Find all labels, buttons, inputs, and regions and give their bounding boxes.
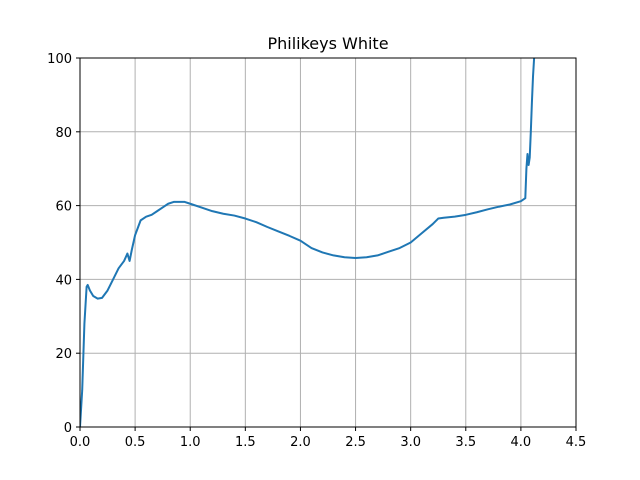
chart-title: Philikeys White xyxy=(267,34,388,53)
series-layer xyxy=(80,58,536,427)
tick-layer: 0.0 0.5 1.0 1.5 2.0 2.5 3.0 3.5 4.0 4.5 0 20 40 60 80 1… xyxy=(47,52,586,450)
y-tick-label: 60 xyxy=(55,200,72,215)
x-tick-label: 4.5 xyxy=(566,435,587,450)
plot-frame xyxy=(79,57,577,428)
y-tick-label: 0 xyxy=(64,421,72,436)
x-tick-label: 4.0 xyxy=(511,435,532,450)
x-tick-label: 3.0 xyxy=(400,435,421,450)
y-tick-label: 80 xyxy=(55,126,72,141)
x-tick-label: 1.5 xyxy=(235,435,256,450)
series-line-0 xyxy=(80,58,536,427)
y-tick-label: 40 xyxy=(55,273,72,288)
x-tick-label: 2.5 xyxy=(345,435,366,450)
x-tick-label: 1.0 xyxy=(180,435,201,450)
y-tick-label: 100 xyxy=(47,52,72,67)
y-tick-label: 20 xyxy=(55,347,72,362)
grid-layer xyxy=(79,57,577,428)
x-tick-label: 3.5 xyxy=(455,435,476,450)
x-tick-label: 2.0 xyxy=(290,435,311,450)
x-tick-label: 0.0 xyxy=(70,435,91,450)
x-tick-label: 0.5 xyxy=(125,435,146,450)
